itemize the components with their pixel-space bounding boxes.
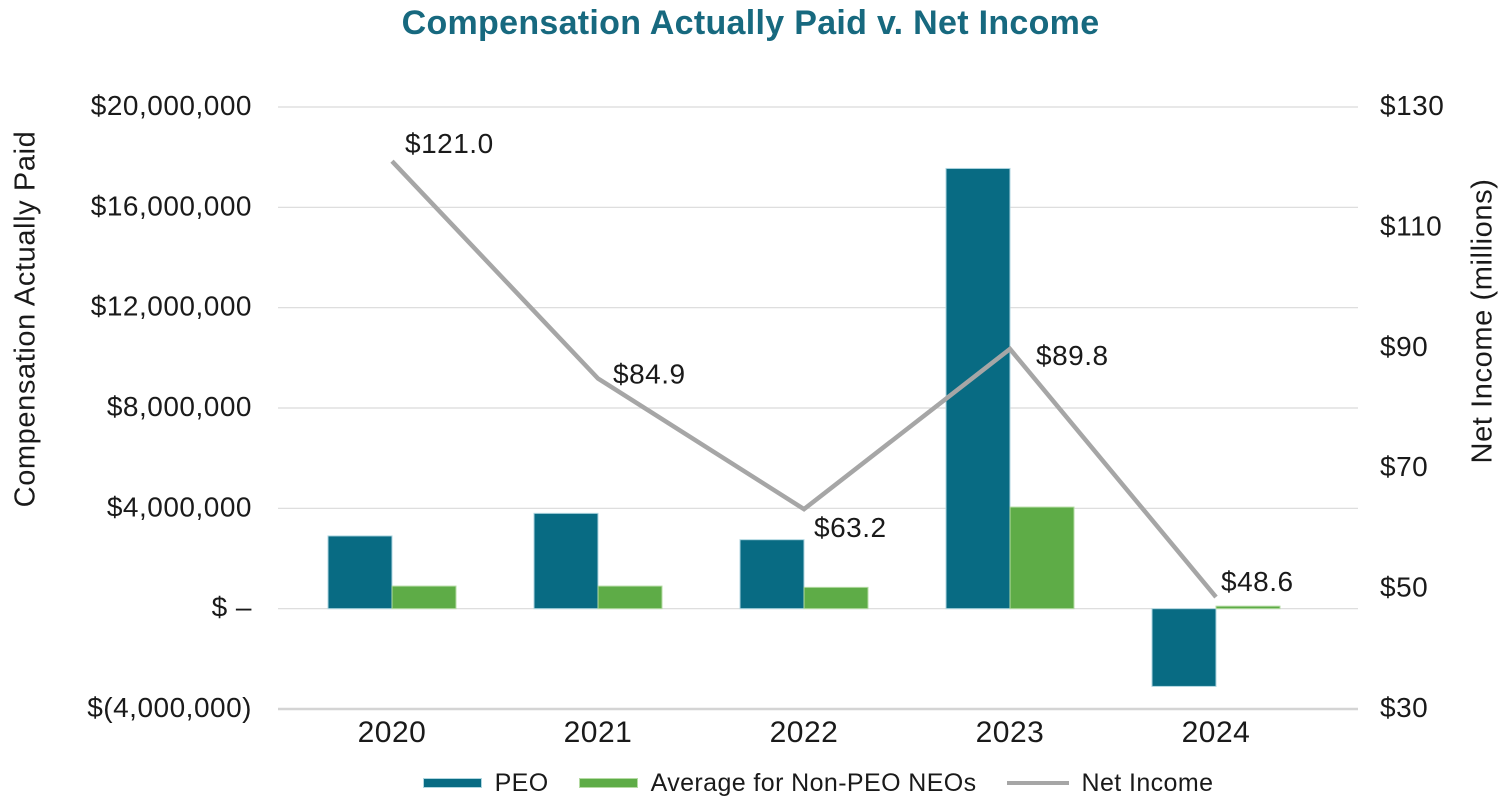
right-axis-tick-label: $30 (1380, 692, 1428, 723)
right-axis-tick-label: $130 (1380, 90, 1444, 121)
left-axis-tick-label: $8,000,000 (107, 391, 252, 422)
net-income-point-label: $63.2 (814, 512, 887, 543)
right-axis-tick-label: $110 (1380, 210, 1442, 241)
nonpeo-bar (1009, 506, 1075, 610)
nonpeo-bar (391, 585, 457, 610)
page-title: Compensation Actually Paid v. Net Income (401, 4, 1100, 42)
right-axis-tick-label: $50 (1380, 572, 1428, 603)
peo-bar-swatch (422, 778, 482, 788)
legend-item-nonpeo: Average for Non-PEO NEOs (578, 768, 977, 798)
left-axis-tick-label: $16,000,000 (91, 190, 252, 221)
legend: PEO Average for Non-PEO NEOs Net Income (278, 766, 1358, 800)
x-axis-tick-label: 2021 (564, 716, 633, 749)
legend-label-net-income: Net Income (1081, 768, 1214, 797)
x-axis-tick-label: 2020 (358, 716, 427, 749)
nonpeo-bar (1215, 605, 1281, 610)
peo-bar (533, 512, 599, 610)
peo-bar (1151, 608, 1217, 687)
net-income-point-label: $121.0 (405, 128, 494, 159)
x-axis-tick-label: 2022 (770, 716, 839, 749)
legend-label-peo: PEO (494, 768, 549, 797)
legend-item-net-income: Net Income (1006, 768, 1214, 798)
nonpeo-bar-swatch (578, 778, 638, 788)
left-axis-tick-label: $4,000,000 (107, 491, 252, 522)
net-income-point-label: $89.8 (1036, 340, 1109, 371)
net-income-point-label: $84.9 (613, 359, 686, 390)
net-income-point-label: $48.6 (1221, 566, 1294, 597)
right-axis-tick-label: $70 (1380, 451, 1428, 482)
legend-item-peo: PEO (422, 768, 549, 798)
left-axis-tick-label: $(4,000,000) (87, 692, 252, 723)
nonpeo-bar (803, 586, 869, 610)
legend-label-nonpeo: Average for Non-PEO NEOs (650, 768, 977, 797)
nonpeo-bar (597, 585, 663, 610)
left-axis-tick-label: $12,000,000 (91, 291, 252, 322)
net-income-line-swatch (1006, 781, 1069, 785)
x-axis-tick-label: 2023 (976, 716, 1045, 749)
net-income-line (390, 159, 1218, 599)
peo-bar (327, 535, 393, 610)
left-axis-tick-label: $ – (212, 592, 252, 623)
x-axis-tick-label: 2024 (1182, 716, 1251, 749)
peo-bar (945, 167, 1011, 610)
left-axis-tick-label: $20,000,000 (91, 90, 252, 121)
right-axis-tick-label: $90 (1380, 331, 1428, 362)
peo-bar (739, 539, 805, 610)
